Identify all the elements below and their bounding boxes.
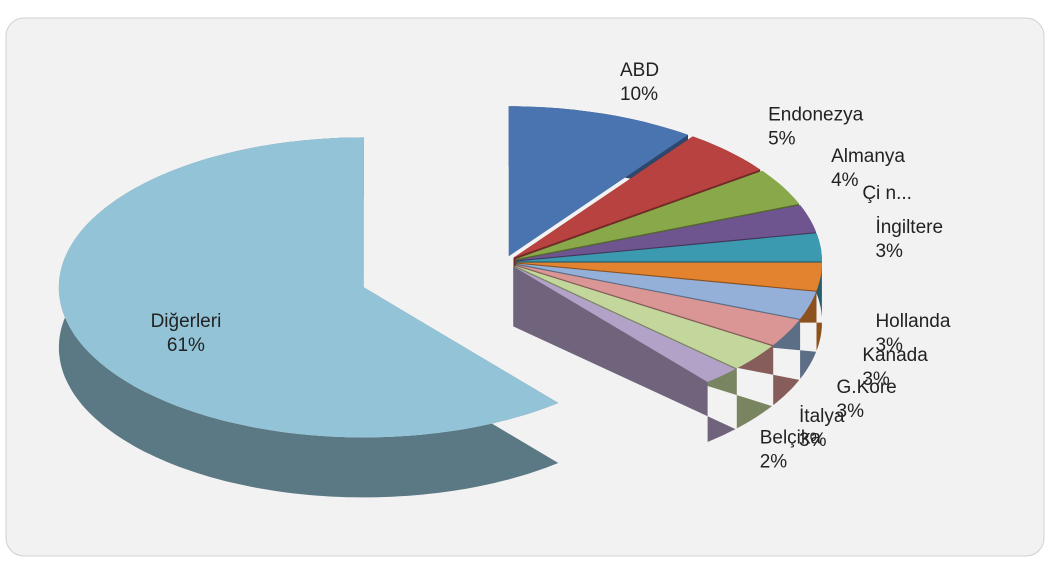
value-label: 3% [875, 335, 903, 356]
category-label: ABD [620, 60, 659, 81]
category-label: Endonezya [768, 105, 864, 126]
slice [516, 263, 817, 319]
slice [516, 262, 822, 291]
slice [516, 205, 817, 261]
data-label: Hollanda 3% [875, 311, 950, 356]
category-label: Hollanda [875, 311, 950, 332]
value-label: 3% [799, 430, 827, 451]
data-label: Çi n... [862, 183, 912, 204]
slice-side [58, 137, 559, 498]
data-label: Endonezya 5% [768, 105, 864, 150]
category-label: Almanya [831, 146, 905, 167]
category-label: Çi n... [862, 183, 912, 204]
category-label: Belçika [760, 427, 822, 448]
data-label: Kanada 3% [862, 345, 928, 390]
slice [516, 233, 822, 262]
data-label: Diğerleri 61% [151, 311, 222, 356]
data-label: Almanya 4% [831, 146, 905, 191]
slice [513, 266, 736, 382]
slice [514, 265, 772, 369]
value-label: 5% [768, 129, 796, 150]
category-label: Diğerleri [151, 311, 222, 332]
data-label: İngiltere 3% [875, 217, 943, 262]
slice-side [513, 266, 736, 442]
slice [513, 136, 761, 258]
slice [515, 170, 800, 260]
value-label: 10% [620, 84, 658, 105]
category-label: İtalya [799, 406, 845, 427]
value-label: 3% [875, 241, 903, 262]
value-label: 4% [831, 170, 859, 191]
category-label: Kanada [862, 345, 928, 366]
slice [515, 264, 800, 346]
data-label: G.Kore 3% [837, 377, 897, 422]
data-label: ABD 10% [620, 60, 659, 105]
value-label: 3% [862, 369, 890, 390]
value-label: 3% [837, 401, 865, 422]
data-label: Belçika 2% [760, 427, 822, 472]
data-label: İtalya 3% [799, 406, 845, 451]
value-label: 2% [760, 451, 788, 472]
category-label: G.Kore [837, 377, 897, 398]
slice [58, 137, 559, 438]
slice [508, 106, 688, 257]
category-label: İngiltere [875, 217, 943, 238]
value-label: 61% [167, 335, 205, 356]
